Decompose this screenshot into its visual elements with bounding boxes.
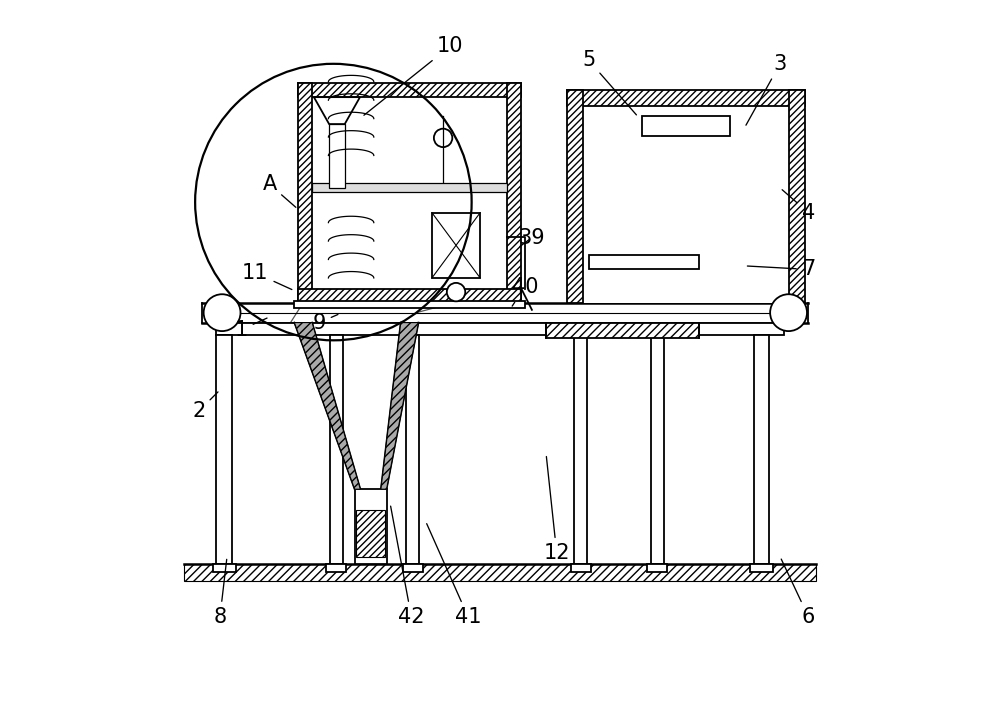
Text: 3: 3 [746, 54, 787, 125]
Bar [571, 564, 591, 572]
Text: 7: 7 [747, 259, 815, 279]
Bar [216, 323, 784, 335]
Bar [750, 564, 773, 572]
Text: 5: 5 [582, 50, 636, 115]
Bar [216, 335, 232, 564]
Text: 2: 2 [192, 392, 218, 421]
Polygon shape [381, 323, 418, 489]
Polygon shape [314, 97, 360, 124]
Text: 12: 12 [543, 457, 570, 563]
Text: 4: 4 [782, 190, 815, 223]
Bar [312, 182, 507, 191]
Bar [754, 335, 769, 564]
Bar [298, 83, 521, 97]
Bar [312, 97, 507, 289]
Text: 41: 41 [427, 524, 481, 627]
Bar [294, 301, 525, 308]
Bar [789, 90, 805, 303]
Bar [298, 83, 312, 303]
Text: 40: 40 [512, 277, 538, 306]
Bar [213, 564, 236, 572]
Text: 6: 6 [781, 559, 815, 627]
Circle shape [770, 294, 807, 331]
Bar [583, 106, 789, 303]
Text: 39: 39 [519, 228, 545, 247]
Bar [330, 335, 343, 564]
Text: 9: 9 [313, 313, 338, 333]
Bar [403, 564, 423, 572]
Bar [651, 335, 664, 564]
Text: 42: 42 [391, 506, 425, 627]
Bar [326, 564, 346, 572]
Circle shape [447, 283, 465, 301]
Bar [432, 213, 480, 278]
Bar [589, 255, 699, 269]
Circle shape [204, 294, 241, 331]
Text: 10: 10 [364, 36, 464, 116]
Text: 11: 11 [242, 263, 292, 289]
Text: 1: 1 [235, 318, 267, 340]
Bar [642, 116, 730, 136]
Bar [567, 90, 805, 106]
Bar [546, 323, 699, 338]
Text: 8: 8 [213, 559, 227, 627]
Bar [647, 564, 667, 572]
Bar [574, 335, 587, 564]
Bar [184, 564, 816, 581]
Bar [406, 335, 419, 564]
Bar [298, 289, 521, 303]
Bar [355, 489, 387, 564]
Bar [567, 90, 583, 303]
Polygon shape [294, 323, 360, 489]
Text: A: A [262, 174, 296, 207]
Circle shape [434, 129, 452, 147]
Bar [356, 510, 385, 557]
Bar [507, 83, 521, 303]
Bar [329, 124, 345, 189]
